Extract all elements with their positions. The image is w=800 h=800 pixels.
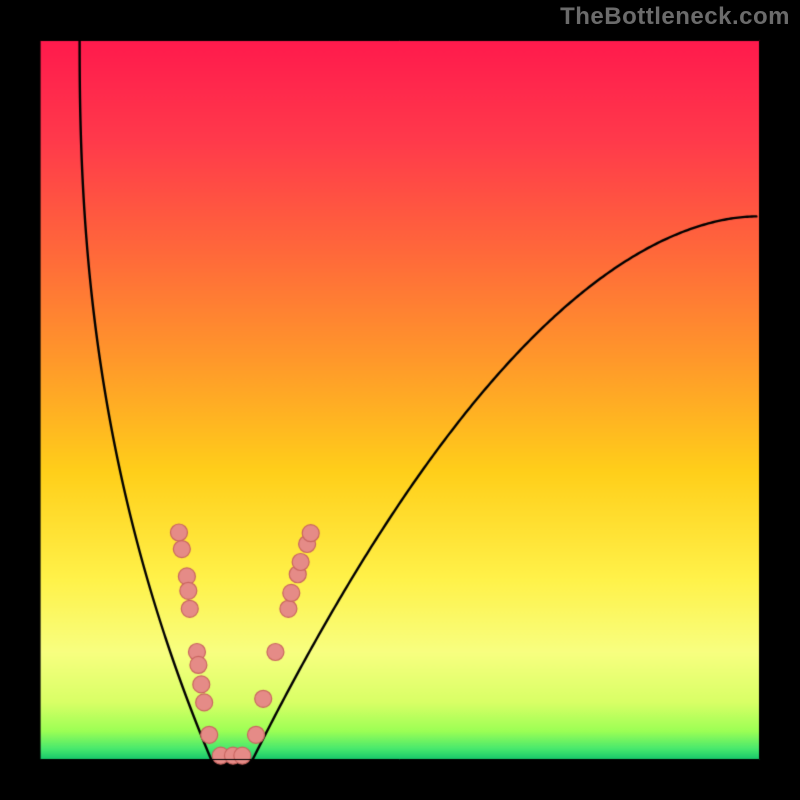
watermark-text: TheBottleneck.com	[560, 3, 790, 31]
bottleneck-curve-chart	[0, 0, 800, 800]
